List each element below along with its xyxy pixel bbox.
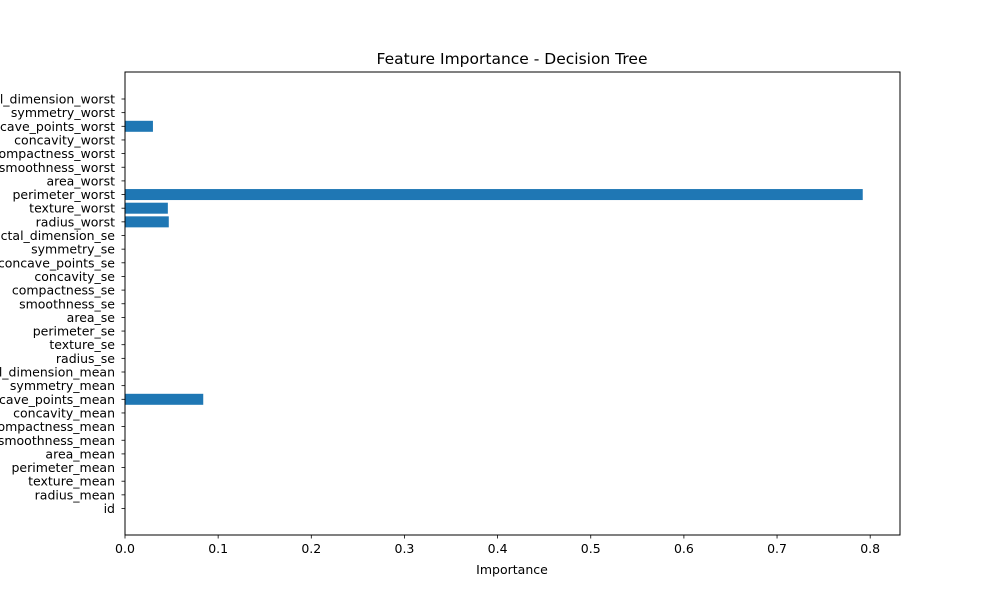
y-tick-label: smoothness_se [19,296,115,311]
chart-title: Feature Importance - Decision Tree [377,50,648,68]
y-tick-label: fractal_dimension_se [0,228,115,243]
bar-concave_points_worst [125,120,153,132]
y-tick-label: compactness_worst [0,146,115,161]
y-tick-label: symmetry_worst [11,105,115,120]
y-tick-label: texture_se [49,337,115,352]
x-axis-title: Importance [476,562,548,577]
y-tick-label: smoothness_mean [0,433,115,448]
y-tick-label: perimeter_se [33,324,116,339]
y-tick-label: concavity_se [34,269,115,284]
y-tick-label: concave_points_se [0,255,115,270]
x-tick-label: 0.1 [208,541,228,556]
x-tick-label: 0.5 [581,541,601,556]
x-tick-label: 0.3 [395,541,415,556]
bar-radius_worst [125,216,169,228]
bar-perimeter_worst [125,189,863,201]
bar-texture_worst [125,202,168,214]
y-tick-label: area_worst [46,173,115,188]
y-tick-label: concave_points_worst [0,119,115,134]
x-tick-label: 0.2 [301,541,321,556]
y-tick-label: area_se [67,310,116,325]
x-tick-label: 0.7 [767,541,787,556]
x-tick-label: 0.8 [860,541,880,556]
y-tick-label: perimeter_mean [11,460,115,475]
y-tick-label: compactness_mean [0,419,115,434]
y-tick-label: perimeter_worst [12,187,115,202]
y-tick-label: id [104,501,115,516]
y-tick-label: radius_se [56,351,115,366]
y-tick-label: compactness_se [12,283,115,298]
y-tick-label: radius_worst [36,214,115,229]
y-tick-label: symmetry_se [31,242,115,257]
y-tick-label: texture_worst [29,201,115,216]
y-tick-label: texture_mean [28,474,115,489]
y-tick-label: concave_points_mean [0,392,115,407]
plot-area [125,120,863,405]
bar-concave_points_mean [125,393,204,405]
y-tick-label: smoothness_worst [0,160,115,175]
axes: idradius_meantexture_meanperimeter_meana… [0,92,880,557]
y-tick-label: symmetry_mean [10,378,115,393]
y-tick-label: fractal_dimension_worst [0,92,115,107]
y-tick-label: concavity_mean [13,405,115,420]
x-tick-label: 0.6 [674,541,694,556]
y-tick-label: fractal_dimension_mean [0,365,115,380]
y-tick-label: area_mean [45,446,115,461]
y-tick-label: concavity_worst [14,132,115,147]
x-tick-label: 0.0 [115,541,135,556]
plot-frame [124,71,901,536]
y-tick-label: radius_mean [35,487,115,502]
x-tick-label: 0.4 [488,541,508,556]
